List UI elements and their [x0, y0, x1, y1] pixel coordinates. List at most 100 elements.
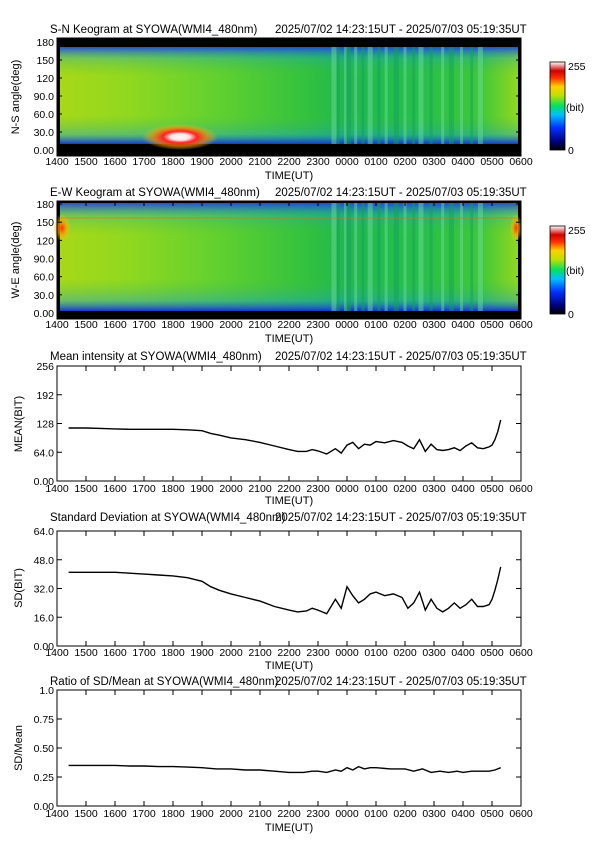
y-tick-label: 90.0 — [34, 254, 55, 266]
keogram-streak — [403, 47, 407, 144]
x-tick-label: 0600 — [509, 319, 533, 331]
x-tick-label: 1600 — [103, 808, 127, 820]
y-tick-label: 32.0 — [34, 584, 55, 596]
y-tick-label: 0.00 — [34, 801, 55, 813]
x-tick-label: 1700 — [132, 319, 156, 331]
sd-mean-ratio-panel: Ratio of SD/Mean at SYOWA(WMI4_480nm) 20… — [13, 676, 533, 834]
keogram-streak — [336, 203, 340, 311]
sn-keogram-colorbar: 255 (bit) 0 — [549, 61, 586, 157]
keogram-streak — [412, 47, 416, 144]
y-tick-label: 128 — [36, 419, 54, 431]
x-tick-label: 1800 — [161, 319, 185, 331]
std-dev-y-label: SD(BIT) — [13, 568, 25, 608]
sd-mean-ratio-line — [68, 764, 501, 774]
keogram-streak — [418, 47, 424, 144]
x-tick-label: 0200 — [393, 483, 417, 495]
x-tick-label: 2100 — [248, 647, 272, 659]
x-tick-label: 2000 — [219, 483, 243, 495]
y-tick-label: 120 — [36, 73, 54, 85]
keogram-streak — [384, 47, 388, 144]
mean-intensity-axes: 1400 1500 1600 1700 1800 1900 2000 2100 2200 2300… — [34, 361, 533, 495]
mean-intensity-line — [68, 419, 502, 455]
sn-colorbar-max: 255 — [568, 61, 586, 73]
sn-keogram-y-label: N-S angle(deg) — [10, 60, 22, 135]
keogram-streak — [460, 47, 464, 144]
ew-keogram-image — [53, 201, 522, 319]
keogram-streak — [344, 203, 348, 311]
x-tick-label: 0000 — [335, 156, 359, 168]
mean-intensity-panel: Mean intensity at SYOWA(WMI4_480nm) 2025… — [13, 351, 533, 507]
mean-intensity-title: Mean intensity at SYOWA(WMI4_480nm) — [50, 351, 262, 363]
ew-keogram-axes: 1400 1500 1600 1700 1800 1900 2000 2100 2200 2300… — [34, 199, 533, 331]
x-tick-label: 2300 — [306, 156, 330, 168]
std-dev-title: Standard Deviation at SYOWA(WMI4_480nm) — [50, 512, 286, 524]
keogram-streak — [448, 203, 454, 311]
x-tick-label: 2300 — [306, 808, 330, 820]
ew-keogram-colorbar: 255 (bit) 0 — [549, 225, 586, 321]
sn-keogram-time-range: 2025/07/02 14:23:15UT - 2025/07/03 05:19… — [275, 24, 527, 36]
x-tick-label: 0500 — [480, 319, 504, 331]
keogram-streak — [477, 47, 483, 144]
x-tick-label: 0200 — [393, 647, 417, 659]
keogram-streak — [377, 203, 381, 311]
x-tick-label: 0400 — [451, 156, 475, 168]
x-tick-label: 0000 — [335, 647, 359, 659]
x-tick-label: 2200 — [277, 647, 301, 659]
keogram-streak — [354, 47, 358, 144]
sd-mean-ratio-title: Ratio of SD/Mean at SYOWA(WMI4_480nm) — [50, 676, 279, 688]
y-tick-label: 0.25 — [34, 772, 55, 784]
y-tick-label: 64.0 — [34, 526, 55, 538]
y-tick-label: 1.0 — [39, 685, 54, 697]
x-tick-label: 1500 — [74, 808, 98, 820]
x-tick-label: 2200 — [277, 808, 301, 820]
x-tick-label: 1600 — [103, 156, 127, 168]
keogram-streak — [412, 203, 416, 311]
x-tick-label: 2000 — [219, 647, 243, 659]
keogram-streak — [403, 203, 407, 311]
x-tick-label: 1800 — [161, 647, 185, 659]
y-tick-label: 60.0 — [34, 109, 55, 121]
ew-colorbar-min: 0 — [568, 309, 574, 321]
y-tick-label: 60.0 — [34, 272, 55, 284]
x-tick-label: 1900 — [190, 483, 214, 495]
ew-keogram-y-label: W-E angle(deg) — [10, 222, 22, 299]
x-tick-label: 2000 — [219, 156, 243, 168]
y-tick-label: 120 — [36, 235, 54, 247]
x-tick-label: 0600 — [509, 156, 533, 168]
sn-keogram-axes: 1400 1500 1600 1700 1800 1900 2000 2100 2200 2300… — [34, 37, 533, 168]
x-tick-label: 0100 — [364, 483, 388, 495]
keogram-streak — [331, 203, 337, 311]
keogram-streak — [384, 203, 388, 311]
ew-keogram-x-label: TIME(UT) — [265, 333, 313, 345]
x-tick-label: 1800 — [161, 483, 185, 495]
x-tick-label: 1500 — [74, 156, 98, 168]
sn-colorbar-min: 0 — [568, 145, 574, 157]
x-tick-label: 1700 — [132, 156, 156, 168]
y-tick-label: 0.75 — [34, 714, 55, 726]
x-tick-label: 0400 — [451, 808, 475, 820]
keogram-streak — [331, 47, 337, 144]
mean-intensity-time-range: 2025/07/02 14:23:15UT - 2025/07/03 05:19… — [275, 351, 527, 363]
x-tick-label: 0500 — [480, 808, 504, 820]
sn-keogram-panel: S-N Keogram at SYOWA(WMI4_480nm) 2025/07… — [10, 24, 586, 182]
x-tick-label: 1900 — [190, 647, 214, 659]
std-dev-time-range: 2025/07/02 14:23:15UT - 2025/07/03 05:19… — [275, 512, 527, 524]
x-tick-label: 1500 — [74, 319, 98, 331]
ew-keogram-panel: E-W Keogram at SYOWA(WMI4_480nm) 2025/07… — [10, 187, 586, 345]
y-tick-label: 150 — [36, 217, 54, 229]
ew-keogram-title: E-W Keogram at SYOWA(WMI4_480nm) — [50, 187, 260, 199]
keogram-streak — [336, 47, 340, 144]
x-tick-label: 1400 — [45, 483, 69, 495]
x-tick-label: 1700 — [132, 808, 156, 820]
y-tick-label: 192 — [36, 390, 54, 402]
sn-keogram-image — [57, 38, 521, 156]
y-tick-label: 256 — [36, 361, 54, 373]
x-tick-label: 0400 — [451, 647, 475, 659]
y-tick-label: 0.00 — [34, 476, 55, 488]
y-tick-label: 64.0 — [34, 447, 55, 459]
x-tick-label: 2000 — [219, 319, 243, 331]
std-dev-line — [68, 566, 502, 615]
keogram-streak — [429, 203, 433, 311]
x-tick-label: 0500 — [480, 156, 504, 168]
